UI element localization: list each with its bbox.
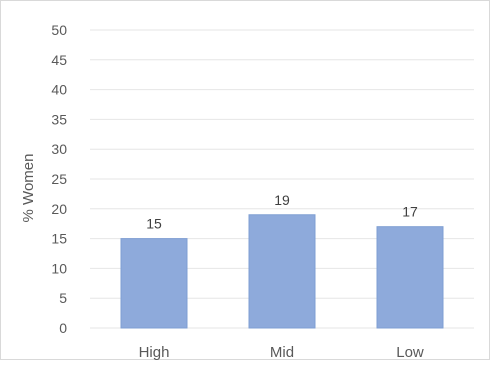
bar-low bbox=[376, 226, 444, 329]
x-axis-tick-labels: High Mid Low bbox=[139, 344, 424, 361]
y-tick-label: 10 bbox=[51, 260, 67, 276]
y-tick-label: 35 bbox=[51, 111, 67, 127]
data-label-high: 15 bbox=[146, 216, 162, 232]
y-axis-tick-labels: 0 5 10 15 20 25 30 35 40 45 50 bbox=[51, 22, 67, 336]
data-label-low: 17 bbox=[402, 204, 418, 220]
y-tick-label: 40 bbox=[51, 82, 67, 98]
y-tick-label: 45 bbox=[51, 52, 67, 68]
y-tick-label: 15 bbox=[51, 231, 67, 247]
y-tick-label: 20 bbox=[51, 201, 67, 217]
y-tick-label: 50 bbox=[51, 22, 67, 38]
y-tick-label: 5 bbox=[59, 290, 67, 306]
bars bbox=[120, 214, 444, 329]
x-tick-label-high: High bbox=[139, 344, 170, 360]
y-tick-label: 30 bbox=[51, 141, 67, 157]
x-tick-label-low: Low bbox=[396, 344, 424, 360]
data-label-mid: 19 bbox=[274, 192, 290, 208]
y-tick-label: 25 bbox=[51, 171, 67, 187]
data-labels: 15 19 17 bbox=[146, 192, 418, 232]
y-axis-label: % Women bbox=[20, 154, 37, 223]
bar-mid bbox=[248, 214, 316, 329]
y-tick-label: 0 bbox=[59, 320, 67, 336]
bar-high bbox=[120, 238, 188, 329]
x-tick-label-mid: Mid bbox=[270, 344, 294, 360]
